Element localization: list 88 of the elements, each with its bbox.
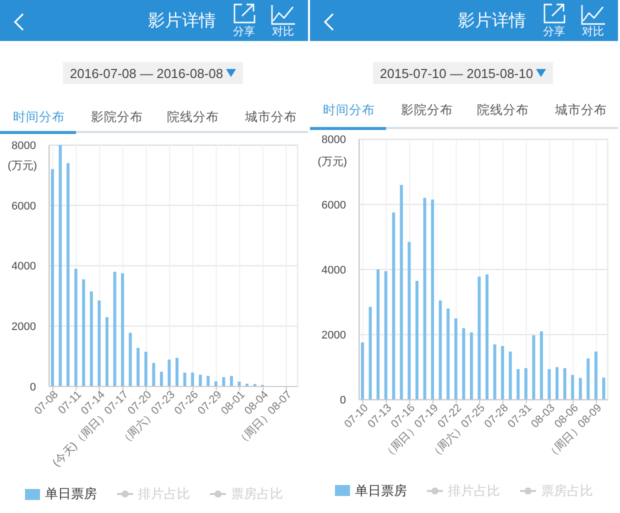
bar — [508, 352, 512, 400]
bar — [168, 360, 171, 386]
bar — [586, 358, 590, 400]
bar — [136, 348, 140, 386]
bar — [66, 163, 70, 386]
bar — [384, 271, 388, 400]
y-tick-label: 4000 — [12, 260, 36, 273]
legend-label: 单日票房 — [45, 486, 97, 501]
text: 城市分布 — [555, 103, 607, 117]
y-tick-label: 2000 — [322, 330, 346, 342]
text: 分享 — [543, 26, 565, 38]
bar — [128, 332, 132, 386]
bar — [176, 358, 178, 386]
y-axis-title: (万元) — [8, 160, 37, 172]
text: 对比 — [582, 26, 604, 38]
text: 城市分布 — [245, 110, 297, 124]
text: 院线分布 — [477, 103, 529, 117]
text: 时间分布 — [323, 103, 375, 117]
bar — [98, 300, 101, 386]
bar — [501, 346, 504, 400]
text: 院线分布 — [167, 110, 219, 124]
legend-label: 单日票房 — [355, 482, 407, 498]
bar — [191, 372, 194, 386]
bar — [423, 198, 426, 400]
bar — [438, 300, 442, 400]
bar — [90, 291, 93, 386]
date-range-field: 2016-07-08 — 2016-08-08 — [63, 62, 243, 84]
bar — [206, 376, 210, 386]
y-tick-label: 0 — [30, 381, 36, 394]
bar — [144, 352, 148, 386]
bar — [376, 270, 380, 400]
bar — [368, 306, 372, 400]
bar — [462, 328, 466, 400]
text: 影院分布 — [401, 103, 453, 117]
bar — [594, 352, 598, 400]
y-tick-label: 0 — [340, 394, 346, 407]
bar — [454, 318, 458, 400]
bar — [563, 368, 566, 400]
chart-title: 影片详情 — [148, 11, 216, 30]
bar — [222, 377, 226, 386]
bar — [578, 378, 582, 400]
text: 对比 — [272, 26, 294, 38]
bar — [183, 372, 186, 386]
text: 时间分布 — [13, 110, 65, 124]
bar — [74, 268, 78, 386]
y-tick-label: 2000 — [12, 321, 36, 334]
bar — [361, 342, 364, 400]
text: 分享 — [233, 26, 255, 38]
bar — [392, 212, 396, 400]
y-tick-label: 6000 — [12, 200, 36, 212]
bar — [431, 200, 434, 400]
bar — [548, 369, 551, 400]
bar — [152, 362, 156, 386]
bar — [238, 382, 241, 386]
bar — [486, 274, 488, 400]
bar — [105, 317, 108, 386]
bar — [493, 344, 496, 400]
bar — [400, 184, 403, 400]
y-tick-label: 6000 — [322, 199, 346, 212]
bar — [415, 280, 418, 400]
chart-subtitle: 2015-07-10 — 2015-08-10 — [380, 66, 534, 80]
bar — [516, 369, 520, 400]
bar — [524, 368, 528, 400]
bar — [230, 376, 233, 386]
text: 影院分布 — [91, 110, 143, 124]
y-tick-label: 4000 — [322, 264, 346, 276]
bar — [446, 308, 450, 400]
y-tick-label: 8000 — [322, 134, 346, 146]
bar — [532, 335, 536, 400]
y-axis-title: (万元) — [318, 156, 347, 168]
bar — [602, 378, 606, 400]
bar — [160, 372, 163, 386]
bar — [82, 279, 86, 386]
chart-title: 影片详情 — [458, 11, 526, 30]
bar — [571, 374, 574, 400]
bar — [58, 145, 62, 386]
bar — [556, 367, 559, 400]
y-tick-label: 8000 — [12, 140, 36, 152]
bar — [113, 272, 116, 386]
bar — [121, 273, 124, 386]
bar — [408, 242, 411, 400]
bar — [470, 332, 473, 400]
bar — [198, 374, 202, 386]
date-range-field: 2015-07-10 — 2015-08-10 — [373, 62, 553, 84]
chart-subtitle: 2016-07-08 — 2016-08-08 — [70, 66, 224, 80]
bar — [478, 276, 481, 400]
bar — [540, 331, 543, 400]
bar — [51, 169, 54, 386]
